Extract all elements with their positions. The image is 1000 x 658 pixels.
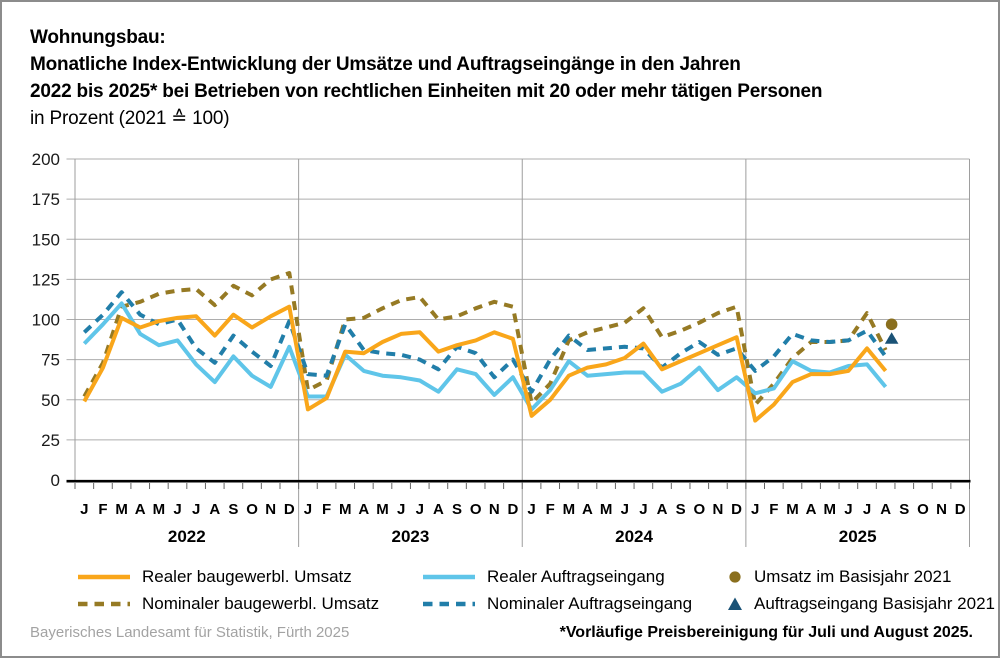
legend-label: Auftragseingang Basisjahr 2021: [754, 593, 995, 613]
y-tick-label: 200: [32, 150, 60, 169]
year-label: 2023: [392, 527, 430, 546]
legend-item-auftragseingang-basisjahr: Auftragseingang Basisjahr 2021: [727, 590, 995, 617]
lightblue-solid-line-swatch: [422, 572, 476, 582]
month-label: N: [265, 501, 276, 518]
month-label: J: [416, 501, 424, 518]
month-label: A: [657, 501, 668, 518]
month-label: J: [304, 501, 312, 518]
month-label: A: [582, 501, 593, 518]
month-label: N: [936, 501, 947, 518]
teal-dashed-line-swatch: [422, 599, 476, 609]
legend-label: Realer Auftragseingang: [487, 566, 665, 586]
month-label: F: [769, 501, 778, 518]
month-label: J: [397, 501, 405, 518]
source-attribution: Bayerisches Landesamt für Statistik, Für…: [30, 624, 350, 641]
orange-solid-line-swatch: [77, 572, 131, 582]
month-label: M: [339, 501, 352, 518]
page-title: Wohnungsbau: Monatliche Index-Entwicklun…: [30, 24, 822, 132]
month-label: J: [80, 501, 88, 518]
title-line-3: 2022 bis 2025* bei Betrieben von rechtli…: [30, 81, 823, 102]
title-line-4: in Prozent (2021 ≙ 100): [30, 108, 230, 129]
month-label: A: [209, 501, 220, 518]
month-label: D: [731, 501, 742, 518]
month-label: A: [135, 501, 146, 518]
legend: Realer baugewerbl. Umsatz Nominaler baug…: [77, 563, 995, 617]
year-label: 2025: [839, 527, 877, 546]
month-label: D: [955, 501, 966, 518]
month-label: O: [917, 501, 929, 518]
month-label: A: [880, 501, 891, 518]
month-label: S: [676, 501, 686, 518]
month-label: M: [563, 501, 576, 518]
month-label: J: [844, 501, 852, 518]
legend-item-realer-umsatz: Realer baugewerbl. Umsatz: [77, 563, 422, 590]
month-label: S: [228, 501, 238, 518]
basisjahr-auftragseingang-triangle-marker: [884, 332, 899, 344]
legend-label: Nominaler Auftragseingang: [487, 593, 693, 613]
month-label: J: [751, 501, 759, 518]
month-label: J: [527, 501, 535, 518]
y-tick-label: 25: [41, 431, 60, 450]
month-label: D: [284, 501, 295, 518]
series-line-nominaler-auftragseingang: [82, 290, 888, 394]
month-label: D: [508, 501, 519, 518]
month-label: J: [863, 501, 871, 518]
month-label: O: [246, 501, 258, 518]
footnote: *Vorläufige Preisbereinigung für Juli un…: [559, 624, 973, 641]
month-label: N: [489, 501, 500, 518]
triangle-marker-icon: [727, 597, 743, 611]
month-label: O: [693, 501, 705, 518]
month-label: F: [546, 501, 555, 518]
title-line-1: Wohnungsbau:: [30, 27, 166, 48]
legend-item-nominaler-umsatz: Nominaler baugewerbl. Umsatz: [77, 590, 422, 617]
month-label: J: [639, 501, 647, 518]
legend-item-umsatz-basisjahr: Umsatz im Basisjahr 2021: [727, 563, 995, 590]
month-label: M: [786, 501, 799, 518]
circle-marker-icon: [727, 570, 743, 584]
basisjahr-umsatz-circle-marker: [885, 318, 898, 331]
series-line-realer-baugewerbl-umsatz: [82, 304, 888, 423]
legend-label: Realer baugewerbl. Umsatz: [142, 566, 352, 586]
y-tick-label: 125: [32, 270, 60, 289]
month-label: F: [322, 501, 331, 518]
month-label: J: [192, 501, 200, 518]
month-label: F: [98, 501, 107, 518]
month-label: A: [433, 501, 444, 518]
footer: Bayerisches Landesamt für Statistik, Für…: [30, 624, 973, 642]
month-label: M: [600, 501, 613, 518]
month-label: O: [470, 501, 482, 518]
year-label: 2024: [615, 527, 653, 546]
legend-label: Nominaler baugewerbl. Umsatz: [142, 593, 380, 613]
legend-item-realer-auftragseingang: Realer Auftragseingang: [422, 563, 727, 590]
year-label: 2022: [168, 527, 206, 546]
month-label: J: [173, 501, 181, 518]
month-label: M: [115, 501, 128, 518]
month-label: N: [713, 501, 724, 518]
title-line-2: Monatliche Index-Entwicklung der Umsätze…: [30, 54, 741, 75]
month-label: M: [153, 501, 166, 518]
olive-dashed-line-swatch: [77, 599, 131, 609]
month-label: S: [899, 501, 909, 518]
series-line-realer-auftragseingang: [82, 301, 888, 412]
y-tick-label: 100: [32, 311, 60, 330]
legend-label: Umsatz im Basisjahr 2021: [754, 566, 952, 586]
y-tick-label: 75: [41, 351, 60, 370]
y-tick-label: 150: [32, 230, 60, 249]
month-label: M: [376, 501, 389, 518]
y-tick-label: 0: [51, 471, 60, 490]
month-label: A: [806, 501, 817, 518]
month-label: S: [452, 501, 462, 518]
legend-item-nominaler-auftragseingang: Nominaler Auftragseingang: [422, 590, 727, 617]
month-label: A: [358, 501, 369, 518]
month-label: J: [621, 501, 629, 518]
y-tick-label: 50: [41, 391, 60, 410]
month-label: M: [823, 501, 836, 518]
y-tick-label: 175: [32, 190, 60, 209]
